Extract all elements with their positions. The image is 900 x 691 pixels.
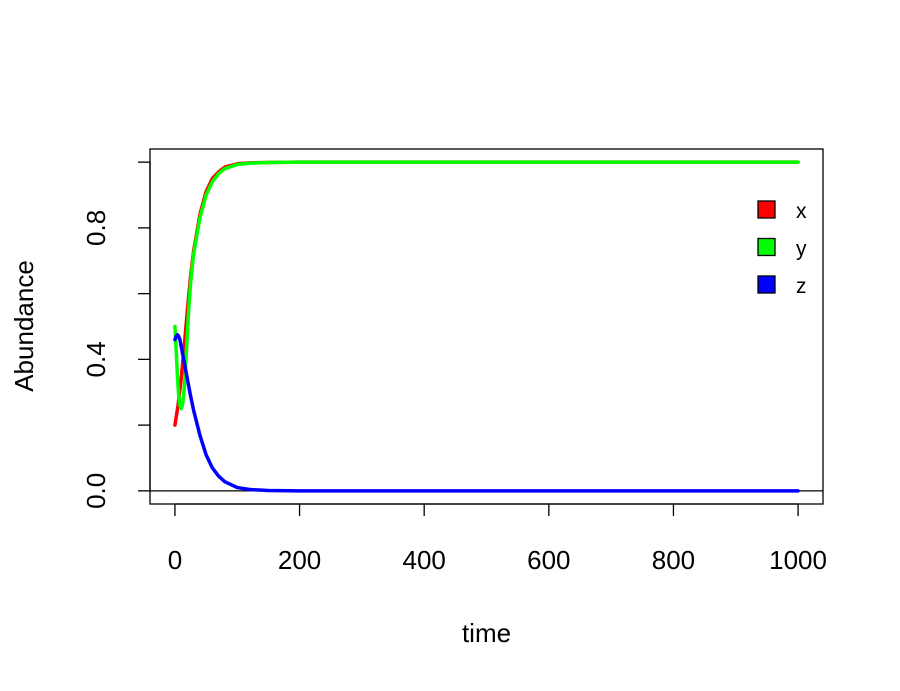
y-tick-label: 0.4: [81, 341, 111, 377]
legend-swatch-x: [757, 200, 776, 219]
series-line-y: [173, 160, 800, 411]
x-tick-label: 800: [652, 545, 695, 575]
series-line-x: [173, 160, 800, 427]
legend: xyz: [757, 200, 807, 298]
series-line-z: [173, 332, 800, 493]
legend-swatch-y: [757, 237, 776, 257]
x-tick-label: 400: [402, 545, 445, 575]
x-tick-label: 600: [527, 545, 570, 575]
x-tick-label: 1000: [769, 545, 827, 575]
y-tick-label: 0.8: [81, 210, 111, 246]
plot-frame: [149, 148, 824, 505]
x-tick-label: 200: [278, 545, 321, 575]
series-layer: [173, 160, 800, 493]
y-axis-label: Abundance: [9, 260, 39, 392]
x-axis: 0 200 400 600 800 1000: [168, 503, 827, 575]
legend-label-x: x: [796, 200, 807, 223]
legend-label-y: y: [796, 238, 807, 261]
legend-swatch-z: [757, 275, 776, 294]
x-tick-label: 0: [168, 545, 182, 575]
x-axis-label: time: [462, 618, 511, 648]
y-tick-label: 0.0: [81, 473, 111, 509]
legend-label-z: z: [796, 275, 807, 298]
y-axis: 0.0 0.4 0.8: [81, 161, 151, 509]
